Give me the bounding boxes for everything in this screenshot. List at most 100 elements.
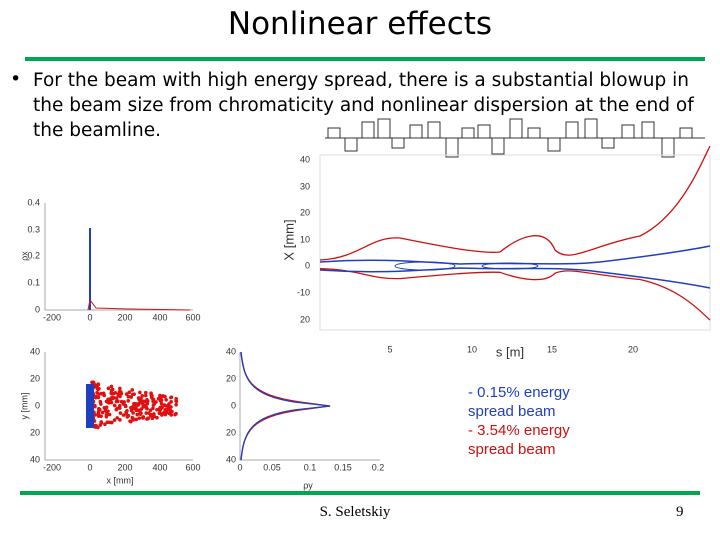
magnet xyxy=(344,137,358,152)
red-particle xyxy=(109,400,114,405)
red-particle xyxy=(124,392,129,396)
red-particle xyxy=(151,403,156,407)
red-particle xyxy=(113,391,118,395)
red-particle xyxy=(139,398,144,403)
red-particle xyxy=(164,398,168,402)
magnet xyxy=(445,137,459,158)
red-particle xyxy=(155,408,159,412)
magnet xyxy=(427,121,441,139)
x-tick-label: 0.2 xyxy=(372,462,385,472)
blue-envelope xyxy=(319,267,711,289)
red-particle xyxy=(174,402,178,407)
y-tick-label: 20 xyxy=(300,207,310,217)
red-particle xyxy=(118,418,122,422)
y-tick-label: 0.3 xyxy=(27,224,40,234)
red-particle xyxy=(148,408,153,413)
red-particle xyxy=(97,407,101,411)
x-tick-label: 0 xyxy=(237,462,242,472)
red-particle xyxy=(158,407,163,412)
red-particle xyxy=(110,420,114,425)
red-particle xyxy=(105,420,110,425)
magnet xyxy=(679,127,693,139)
bullet-text: For the beam with high energy spread, th… xyxy=(33,70,694,141)
red-particle xyxy=(130,415,135,420)
red-particle xyxy=(116,399,120,404)
plot-frame xyxy=(319,154,711,331)
red-particle xyxy=(149,391,153,396)
red-particle xyxy=(108,397,113,402)
x-tick-label: 200 xyxy=(117,312,132,322)
x-tick-label: 600 xyxy=(185,312,200,322)
magnet xyxy=(547,137,561,152)
x-tick-label: -200 xyxy=(43,312,61,322)
x-tick-label: -200 xyxy=(43,462,61,472)
red-particle xyxy=(97,386,101,391)
red-envelope xyxy=(319,145,711,261)
red-particle xyxy=(99,402,103,406)
x-tick-label: 20 xyxy=(628,344,638,354)
red-particle xyxy=(151,399,155,404)
y-tick-label: 0 xyxy=(35,304,40,314)
red-particle xyxy=(99,391,104,396)
y-axis-label: ρx xyxy=(19,251,29,261)
x-axis-label: s [m] xyxy=(496,344,524,359)
red-particle xyxy=(129,395,134,399)
red-particle xyxy=(118,394,122,399)
red-particle xyxy=(166,405,171,410)
red-particle xyxy=(96,395,101,400)
red-particle xyxy=(117,389,122,394)
red-particle xyxy=(159,401,164,406)
red-particle xyxy=(100,410,105,415)
red-particle xyxy=(145,417,149,421)
page-number: 9 xyxy=(676,504,684,520)
x-tick-label: 15 xyxy=(547,344,557,354)
red-particle xyxy=(141,416,145,420)
red-particle xyxy=(125,408,129,413)
x-tick-label: 400 xyxy=(152,312,167,322)
legend-entry: - 0.15% energy spread beam xyxy=(468,384,570,420)
y-tick-label: 10 xyxy=(300,234,310,244)
red-particle xyxy=(119,399,124,404)
red-particle xyxy=(167,402,171,406)
y-tick-label: 0 xyxy=(35,400,40,410)
red-particle xyxy=(143,393,148,398)
x-tick-label: 5 xyxy=(387,344,392,354)
red-particle xyxy=(96,410,101,415)
blue-particles xyxy=(86,384,94,428)
x-tick-label: 200 xyxy=(117,462,132,472)
bullet-marker: • xyxy=(10,68,22,90)
y-tick-label: 40 xyxy=(30,346,40,356)
y-tick-label: 30 xyxy=(300,181,310,191)
red-particle xyxy=(109,384,114,389)
red-particle xyxy=(145,399,150,403)
y-tick-label: 0.4 xyxy=(27,197,40,207)
profile xyxy=(240,351,331,461)
blue-lobe xyxy=(481,262,539,270)
y-tick-label: 20 xyxy=(30,427,40,437)
red-particle xyxy=(95,390,99,395)
magnet xyxy=(565,121,579,139)
red-particle xyxy=(121,413,126,417)
red-particle xyxy=(115,406,120,411)
red-particle xyxy=(118,386,122,391)
red-particle xyxy=(115,416,120,420)
red-particle xyxy=(155,415,159,420)
blue-lobe xyxy=(394,261,456,271)
footer-author: S. Seletskiy xyxy=(319,504,391,520)
red-particle xyxy=(129,419,133,424)
y-tick-label: 0.2 xyxy=(27,250,40,260)
magnet xyxy=(584,118,598,139)
red-particle xyxy=(114,396,119,400)
red-particle xyxy=(169,395,173,400)
x-tick-label: 10 xyxy=(467,344,477,354)
red-particle xyxy=(112,403,117,408)
magnet xyxy=(527,127,541,139)
y-tick-label: 40 xyxy=(30,454,40,464)
red-particle xyxy=(130,388,135,392)
red-particle xyxy=(138,412,143,416)
plot-axes xyxy=(44,203,193,311)
red-particle xyxy=(150,395,154,400)
y-tick-label: 0.1 xyxy=(27,277,40,287)
red-particle xyxy=(143,390,148,395)
